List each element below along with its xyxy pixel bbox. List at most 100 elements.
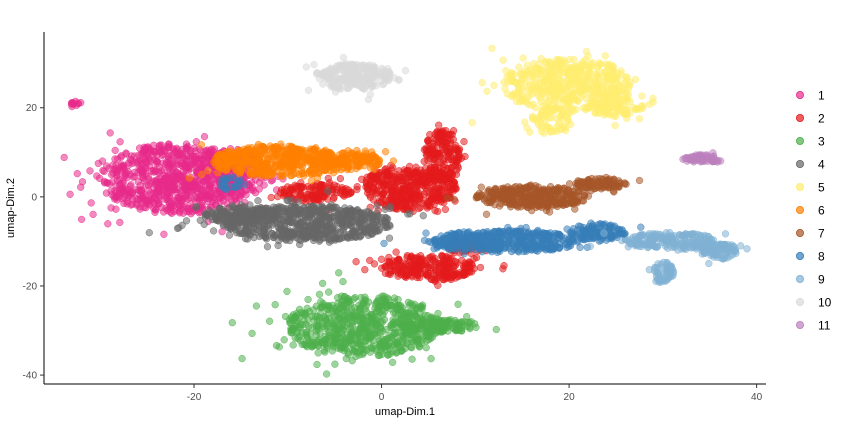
data-point: [285, 228, 293, 236]
data-point: [66, 190, 74, 198]
data-point: [220, 154, 228, 162]
data-point: [128, 195, 137, 203]
data-point: [351, 227, 359, 235]
data-point: [325, 288, 333, 296]
data-point: [318, 279, 327, 288]
data-point: [370, 178, 378, 187]
data-point: [116, 138, 124, 146]
data-point: [578, 87, 587, 96]
data-point: [118, 164, 126, 172]
data-point: [440, 261, 449, 269]
data-point: [638, 92, 646, 100]
data-point: [561, 126, 570, 135]
data-point: [240, 148, 248, 156]
data-point: [381, 148, 390, 156]
data-point: [403, 339, 411, 347]
data-point: [338, 184, 346, 192]
data-point: [454, 164, 462, 172]
data-point: [228, 319, 236, 327]
data-point: [439, 327, 447, 335]
data-point: [335, 211, 343, 219]
data-point: [291, 209, 300, 217]
data-point: [145, 162, 154, 170]
data-point: [385, 171, 393, 179]
data-point: [314, 349, 322, 357]
data-point: [341, 222, 349, 231]
data-point: [558, 86, 567, 94]
data-point: [331, 360, 339, 368]
series-5: [468, 44, 657, 137]
data-point: [377, 318, 385, 326]
data-point: [424, 336, 433, 344]
data-point: [304, 295, 312, 304]
data-point: [235, 228, 244, 236]
data-point: [574, 82, 583, 90]
data-point: [163, 195, 171, 204]
data-point: [339, 277, 347, 286]
data-point: [375, 303, 383, 311]
data-point: [200, 132, 209, 141]
data-point: [322, 370, 331, 378]
data-point: [409, 321, 417, 329]
data-point: [535, 65, 544, 73]
data-point: [368, 211, 376, 219]
data-point: [460, 137, 468, 146]
data-point: [477, 183, 485, 191]
data-point: [499, 56, 507, 64]
data-point: [315, 321, 323, 330]
data-point: [411, 168, 419, 177]
data-point: [488, 44, 496, 52]
data-point: [377, 255, 386, 263]
data-point: [447, 275, 455, 284]
data-point: [113, 176, 122, 184]
data-point: [199, 155, 207, 163]
data-point: [362, 183, 370, 191]
data-point: [441, 205, 450, 214]
data-point: [260, 231, 268, 239]
data-point: [478, 79, 486, 87]
data-point: [351, 293, 359, 302]
data-point: [328, 151, 337, 160]
data-point: [135, 144, 144, 152]
data-point: [386, 202, 394, 211]
data-point: [301, 147, 309, 155]
data-point: [265, 210, 273, 219]
data-point: [534, 83, 542, 91]
data-point: [515, 88, 523, 97]
data-point: [217, 211, 226, 220]
data-point: [362, 308, 371, 316]
data-point: [71, 97, 80, 106]
data-point: [649, 98, 657, 106]
data-point: [343, 232, 351, 241]
data-point: [253, 162, 262, 170]
data-point: [606, 66, 614, 74]
data-point: [534, 91, 543, 100]
data-point: [89, 210, 97, 219]
data-point: [360, 300, 368, 308]
data-point: [267, 193, 275, 202]
data-point: [543, 108, 552, 117]
data-point: [137, 185, 145, 194]
data-point: [294, 198, 302, 206]
data-point: [550, 82, 558, 90]
data-point: [278, 171, 286, 179]
data-point: [362, 149, 370, 158]
data-point: [398, 176, 407, 185]
data-point: [447, 169, 455, 177]
data-point: [555, 93, 563, 101]
data-point: [272, 167, 280, 176]
data-point: [431, 277, 439, 285]
data-point: [344, 190, 352, 198]
data-point: [427, 355, 435, 363]
data-point: [244, 167, 253, 175]
data-point: [126, 182, 134, 190]
data-point: [164, 143, 173, 151]
data-point: [594, 101, 602, 109]
series-3: [228, 269, 500, 378]
data-point: [218, 228, 226, 236]
data-point: [227, 224, 235, 233]
data-point: [407, 267, 415, 276]
data-point: [170, 185, 179, 194]
data-point: [601, 76, 610, 85]
